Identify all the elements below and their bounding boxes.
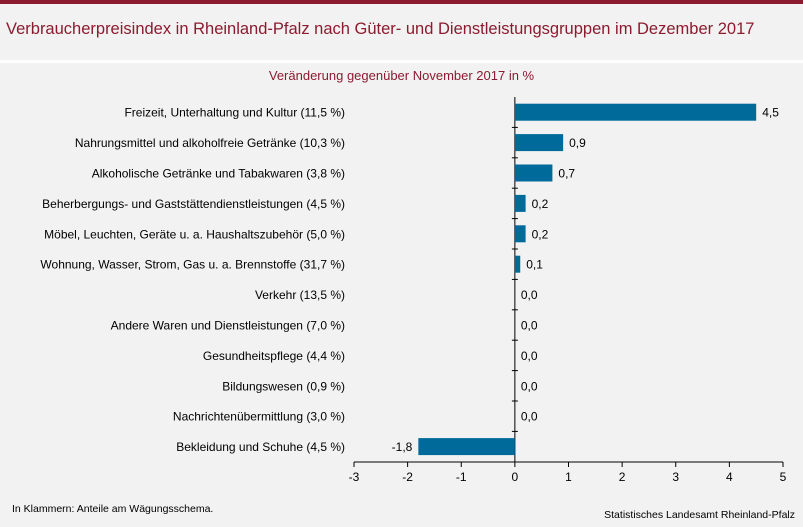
data-label: -1,8 — [392, 440, 413, 454]
bar — [514, 134, 564, 152]
x-tick-label: 3 — [672, 470, 679, 484]
category-label: Verkehr (13,5 %) — [255, 288, 345, 302]
category-label: Alkoholische Getränke und Tabakwaren (3,… — [92, 167, 345, 181]
bar — [514, 255, 521, 273]
bar — [514, 164, 553, 182]
x-tick-label: -1 — [456, 470, 467, 484]
category-label: Nahrungsmittel und alkoholfreie Getränke… — [75, 136, 345, 150]
category-label: Bekleidung und Schuhe (4,5 %) — [176, 440, 345, 454]
x-tick-label: 2 — [619, 470, 626, 484]
category-label: Gesundheitspflege (4,4 %) — [203, 349, 345, 363]
x-tick-label: -3 — [349, 470, 360, 484]
data-label: 0,0 — [521, 410, 538, 424]
x-tick-label: 0 — [512, 470, 519, 484]
data-label: 0,0 — [521, 319, 538, 333]
category-label: Wohnung, Wasser, Strom, Gas u. a. Brenns… — [40, 258, 345, 272]
bar — [514, 194, 526, 212]
data-label: 0,0 — [521, 379, 538, 393]
page-title: Verbraucherpreisindex in Rheinland-Pfalz… — [6, 20, 755, 38]
category-label: Bildungswesen (0,9 %) — [222, 379, 345, 393]
x-tick-label: 1 — [565, 470, 572, 484]
x-tick-label: 5 — [780, 470, 787, 484]
category-label: Andere Waren und Dienstleistungen (7,0 %… — [111, 319, 345, 333]
data-label: 0,2 — [532, 197, 549, 211]
data-label: 0,7 — [558, 167, 575, 181]
category-label: Freizeit, Unterhaltung und Kultur (11,5 … — [124, 106, 345, 120]
data-label: 4,5 — [762, 106, 779, 120]
data-label: 0,0 — [521, 288, 538, 302]
header-divider — [0, 60, 803, 63]
bar — [514, 103, 757, 121]
top-accent-bar — [0, 0, 803, 4]
bar — [514, 225, 526, 243]
data-label: 0,9 — [569, 136, 586, 150]
category-label: Möbel, Leuchten, Geräte u. a. Haushaltsz… — [44, 227, 345, 241]
data-label: 0,2 — [532, 227, 549, 241]
footnote: In Klammern: Anteile am Wägungsschema. — [12, 503, 214, 515]
x-tick-label: 4 — [726, 470, 733, 484]
category-label: Beherbergungs- und Gaststättendienstleis… — [42, 197, 345, 211]
category-label: Nachrichtenübermittlung (3,0 %) — [173, 410, 345, 424]
x-tick-label: -2 — [402, 470, 413, 484]
source-label: Statistisches Landesamt Rheinland-Pfalz — [604, 509, 795, 521]
data-label: 0,0 — [521, 349, 538, 363]
bar — [418, 438, 515, 456]
chart-subtitle: Veränderung gegenüber November 2017 in % — [268, 68, 535, 83]
data-label: 0,1 — [526, 258, 543, 272]
